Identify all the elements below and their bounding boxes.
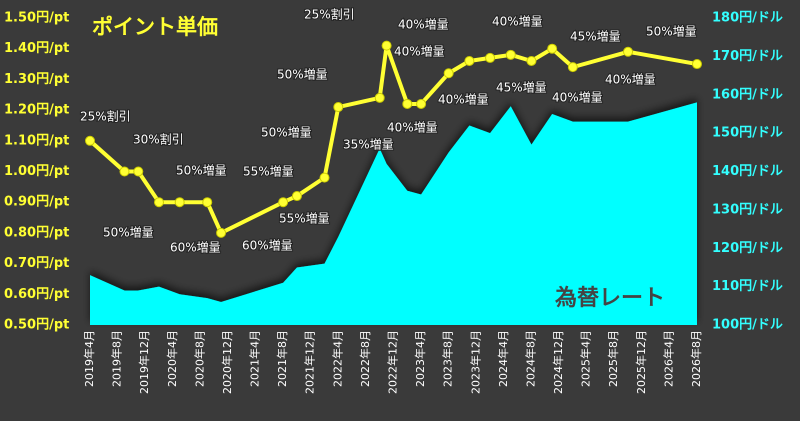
annotation: 60%増量 [242,239,293,253]
y2-tick-label: 130円/ドル [712,202,783,217]
y2-tick-label: 160円/ドル [712,87,783,102]
annotation: 50%増量 [261,126,312,140]
annotation: 40%増量 [394,45,445,59]
x-tick-label: 2019年12月 [137,330,151,394]
x-tick-label: 2019年4月 [82,330,96,387]
annotation: 30%割引 [133,132,184,147]
x-tick-label: 2020年8月 [192,330,206,387]
point [381,40,392,51]
point [216,227,227,238]
point [567,62,578,73]
x-tick-label: 2022年8月 [358,330,372,387]
annotation: 45%増量 [496,81,547,95]
x-tick-label: 2022年4月 [330,330,344,387]
y-tick-label: 0.70円/pt [4,256,69,271]
x-tick-label: 2024年8月 [523,330,537,387]
y-tick-label: 1.00円/pt [4,164,69,179]
point [485,52,496,63]
y-tick-label: 1.50円/pt [4,11,69,26]
y2-tick-label: 100円/ドル [712,318,783,333]
y2-tick-label: 150円/ドル [712,126,783,141]
x-tick-label: 2024年12月 [551,330,565,394]
point [291,191,302,202]
point [547,43,558,54]
annotation: 45%増量 [570,30,621,44]
y-tick-label: 1.20円/pt [4,103,69,118]
point [319,172,330,183]
y2-tick-label: 180円/ドル [712,11,783,26]
y-tick-label: 0.50円/pt [4,318,69,333]
x-tick-label: 2020年12月 [220,330,234,394]
y-tick-label: 1.10円/pt [4,133,69,148]
annotation: 25%割引 [80,109,131,124]
point [374,92,385,103]
y2-tick-label: 170円/ドル [712,49,783,64]
x-tick-label: 2022年12月 [386,330,400,394]
series-label: 為替レート [555,285,665,311]
annotation: 55%増量 [243,165,294,179]
y-tick-label: 0.60円/pt [4,287,69,302]
y-tick-label: 1.30円/pt [4,72,69,87]
annotation: 50%増量 [646,25,697,39]
point [85,135,95,146]
y2-tick-label: 120円/ドル [712,241,783,256]
annotation: 25%割引 [304,7,355,22]
x-tick-label: 2026年8月 [689,330,703,387]
area [90,102,697,325]
x-tick-label: 2021年4月 [248,330,262,387]
point [464,55,475,66]
y2-tick-label: 110円/ドル [712,279,783,294]
y-tick-label: 0.90円/pt [4,195,69,210]
point [133,166,144,177]
annotation: 40%増量 [387,121,438,135]
x-tick-label: 2026年4月 [661,330,675,387]
point [174,197,185,208]
point [202,197,213,208]
point [119,166,130,177]
x-tick-label: 2024年4月 [496,330,510,387]
x-tick-label: 2025年12月 [634,330,648,394]
annotation: 40%増量 [438,93,489,107]
annotation: 40%増量 [492,15,543,29]
point [443,68,454,79]
point [623,46,634,57]
x-tick-label: 2019年8月 [110,330,124,387]
y2-tick-label: 140円/ドル [712,164,783,179]
annotation: 40%増量 [605,73,656,87]
point [402,98,413,109]
y-tick-label: 0.80円/pt [4,225,69,240]
x-tick-label: 2023年8月 [441,330,455,387]
annotation: 50%増量 [103,226,154,240]
point [526,55,537,66]
point [505,49,516,60]
point [692,59,702,70]
x-tick-label: 2023年12月 [468,330,482,394]
point [278,197,289,208]
point [416,98,427,109]
point [153,197,164,208]
annotation: 35%増量 [343,138,394,152]
point [333,102,344,113]
annotation: 40%増量 [398,18,449,32]
y-tick-label: 1.40円/pt [4,41,69,56]
x-tick-label: 2025年4月 [579,330,593,387]
annotation: 50%増量 [176,164,227,178]
annotation: 55%増量 [279,212,330,226]
x-tick-label: 2025年8月 [606,330,620,387]
annotation: 50%増量 [277,68,328,82]
x-tick-label: 2020年4月 [165,330,179,387]
x-tick-label: 2021年8月 [275,330,289,387]
x-tick-label: 2023年4月 [413,330,427,387]
annotation: 60%増量 [170,241,221,255]
x-tick-label: 2021年12月 [303,330,317,394]
annotation: 40%増量 [552,91,603,105]
series-label: ポイント単価 [92,15,218,39]
